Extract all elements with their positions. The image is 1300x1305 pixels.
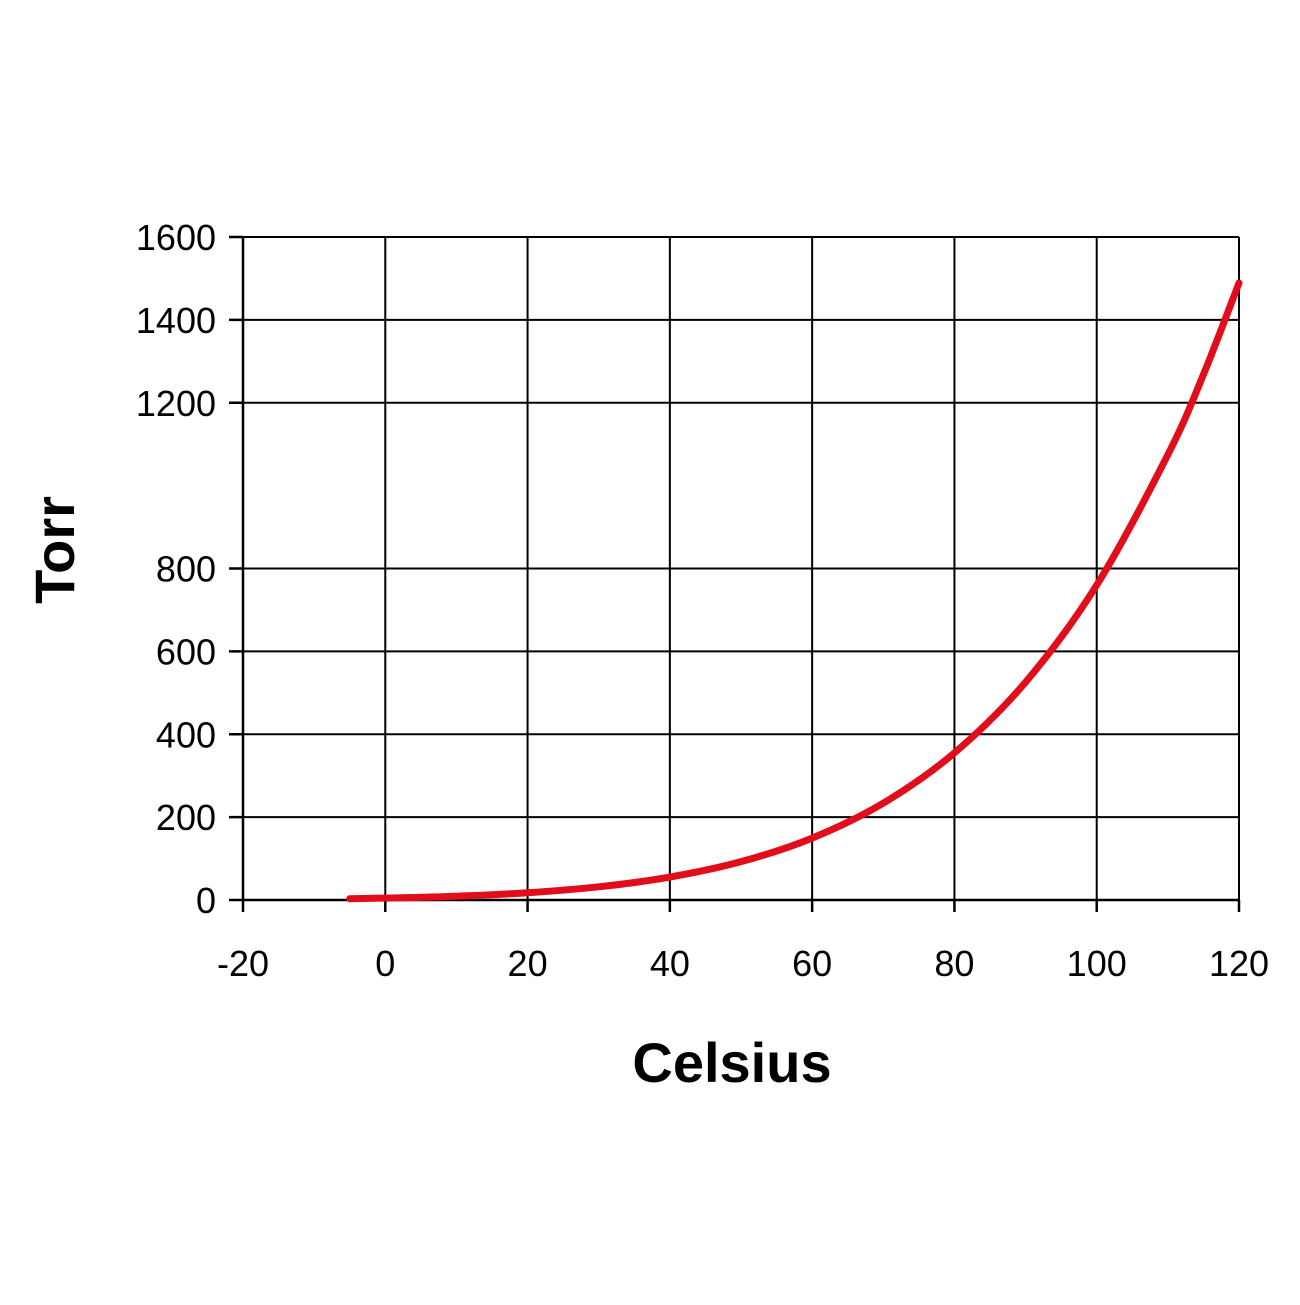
x-tick-label: 100	[1067, 943, 1127, 984]
axes	[229, 235, 1241, 912]
y-tick-label: 600	[156, 631, 216, 672]
x-axis-title: Celsius	[632, 1031, 831, 1094]
y-axis-title: Torr	[23, 496, 86, 604]
grid	[242, 236, 1240, 901]
y-tick-label: 1400	[136, 300, 216, 341]
y-tick-label: 800	[156, 549, 216, 590]
x-tick-label: 80	[934, 943, 974, 984]
y-tick-label: 400	[156, 714, 216, 755]
y-tick-label: 1200	[136, 383, 216, 424]
x-tick-labels: -20 0 20 40 60 80 100 120	[217, 943, 1269, 984]
x-tick-label: 40	[650, 943, 690, 984]
x-tick-label: 60	[792, 943, 832, 984]
y-tick-label: 0	[196, 880, 216, 921]
y-tick-labels: 0 200 400 600 800 1200 1400 1600	[136, 217, 216, 921]
series	[346, 279, 1243, 903]
y-tick-label: 1600	[136, 217, 216, 258]
x-tick-label: -20	[217, 943, 269, 984]
series-line-0	[346, 279, 1243, 903]
y-tick-label: 200	[156, 797, 216, 838]
x-tick-label: 0	[375, 943, 395, 984]
x-tick-label: 120	[1209, 943, 1269, 984]
x-tick-label: 20	[508, 943, 548, 984]
